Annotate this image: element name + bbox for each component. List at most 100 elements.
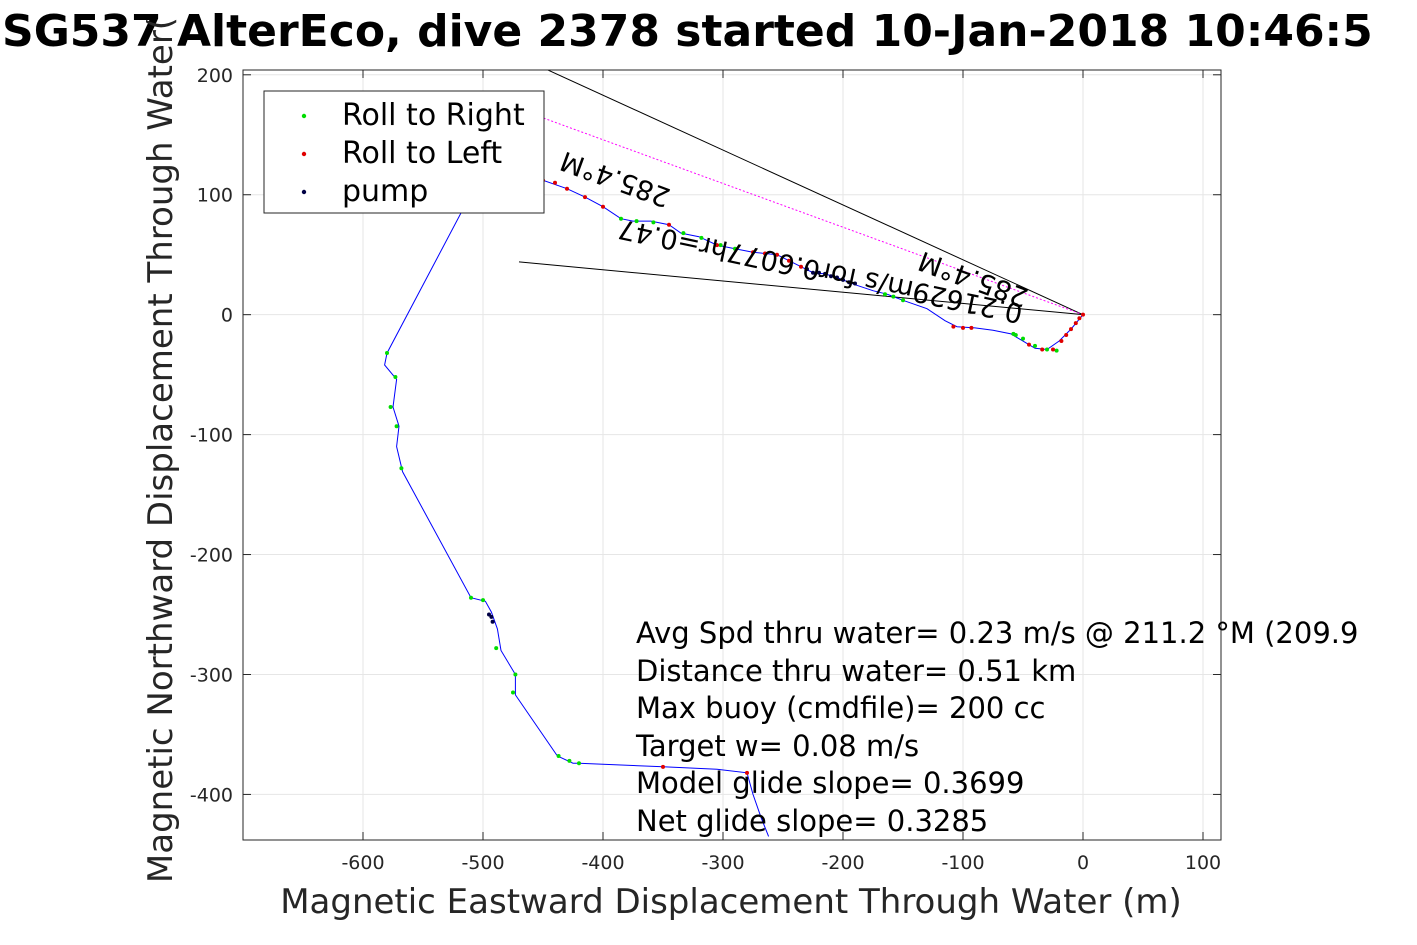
roll-left-point xyxy=(661,764,665,769)
x-tick-label: -400 xyxy=(581,852,624,874)
pump-point xyxy=(853,281,857,286)
roll-right-point xyxy=(393,375,398,380)
reference-lines xyxy=(506,70,1084,316)
roll-left-point xyxy=(787,258,791,263)
roll-left-point xyxy=(775,252,779,257)
roll-right-point xyxy=(481,598,485,603)
roll-right-point xyxy=(399,466,404,471)
roll-right-point xyxy=(494,646,499,651)
y-tick-label: 200 xyxy=(197,65,233,87)
roll-right-point xyxy=(891,294,896,299)
x-tick-label: -100 xyxy=(941,852,984,874)
roll-right-point xyxy=(511,690,515,695)
x-axis-ticks: -600 -500 -400 -300 -200 -100 0 100 xyxy=(341,70,1221,874)
roll-left-point xyxy=(751,250,755,255)
roll-left-point xyxy=(1081,312,1085,317)
x-tick-label: -500 xyxy=(461,852,504,874)
roll-right-point xyxy=(681,231,686,236)
legend-label-roll-left: Roll to Left xyxy=(342,136,502,171)
x-tick-label: -200 xyxy=(821,852,864,874)
roll-right-point xyxy=(718,243,723,248)
roll-right-point xyxy=(388,405,393,410)
roll-right-point xyxy=(556,754,561,759)
roll-left-point xyxy=(763,251,767,256)
roll-left-point xyxy=(1073,321,1078,326)
pump-point xyxy=(490,619,495,624)
stat-avg-speed: Avg Spd thru water= 0.23 m/s @ 211.2 °M … xyxy=(636,616,1358,650)
legend-label-pump: pump xyxy=(342,174,428,209)
y-axis-label: Magnetic Northward Displacement Through … xyxy=(141,17,181,883)
stat-distance: Distance thru water= 0.51 km xyxy=(636,654,1076,688)
y-axis-ticks: -400 -300 -200 -100 0 100 200 xyxy=(190,65,1221,806)
y-tick-label: -100 xyxy=(190,425,233,447)
roll-right-point xyxy=(901,298,905,303)
markers xyxy=(385,178,1085,775)
roll-left-point xyxy=(1051,347,1055,352)
dive-stats: Avg Spd thru water= 0.23 m/s @ 211.2 °M … xyxy=(635,616,1358,838)
roll-left-point xyxy=(799,264,803,269)
x-axis-label: Magnetic Eastward Displacement Through W… xyxy=(280,882,1182,922)
pump-point xyxy=(835,275,839,280)
roll-left-point xyxy=(565,186,569,191)
pump-point xyxy=(489,614,494,619)
pump-point xyxy=(817,270,821,275)
roll-left-point xyxy=(601,204,605,209)
legend-marker-roll-right xyxy=(301,113,307,119)
legend-box xyxy=(263,90,545,214)
legend-marker-roll-left xyxy=(301,151,307,157)
pump-point xyxy=(829,274,833,279)
roll-right-point xyxy=(1045,347,1049,352)
y-tick-label: 100 xyxy=(197,185,233,207)
stat-net-glide: Net glide slope= 0.3285 xyxy=(636,804,988,838)
roll-right-point xyxy=(733,246,737,251)
heading-line xyxy=(546,70,1084,316)
roll-left-point xyxy=(1027,342,1031,347)
y-tick-label: -300 xyxy=(190,664,233,686)
pump-point xyxy=(805,267,809,272)
roll-right-point xyxy=(634,219,639,224)
roll-right-point xyxy=(567,758,572,763)
pump-point xyxy=(823,271,827,276)
stat-max-buoy: Max buoy (cmdfile)= 200 cc xyxy=(636,691,1045,725)
x-tick-label: 0 xyxy=(1077,852,1089,874)
roll-left-point xyxy=(961,325,965,330)
roll-right-point xyxy=(385,351,389,356)
roll-right-point xyxy=(469,595,473,600)
roll-left-point xyxy=(553,180,557,185)
x-tick-label: 100 xyxy=(1185,852,1221,874)
roll-right-point xyxy=(699,235,704,240)
grid xyxy=(243,70,1221,840)
roll-left-point xyxy=(951,324,956,329)
roll-left-point xyxy=(667,222,671,227)
roll-right-point xyxy=(513,672,518,677)
legend: Roll to Right Roll to Left pump xyxy=(263,90,545,214)
pump-point xyxy=(811,270,815,275)
roll-left-point xyxy=(1077,316,1082,321)
roll-right-point xyxy=(883,292,887,297)
roll-left-point xyxy=(1059,339,1064,344)
roll-left-point xyxy=(1064,333,1069,338)
roll-left-point xyxy=(715,243,719,248)
roll-left-point xyxy=(745,770,749,775)
roll-right-point xyxy=(651,220,656,225)
roll-right-point xyxy=(394,424,399,429)
roll-right-point xyxy=(619,216,623,221)
roll-right-point xyxy=(577,761,581,766)
roll-right-point xyxy=(1011,331,1016,336)
y-tick-label: -200 xyxy=(190,545,233,567)
plot-area: 0.21629m/s for0.6077hr=0.47285.4°M285.4°… xyxy=(242,69,1222,841)
legend-label-roll-right: Roll to Right xyxy=(342,98,525,133)
roll-right-point xyxy=(1033,343,1037,348)
roll-left-point xyxy=(1040,347,1045,352)
legend-marker-pump xyxy=(301,189,307,195)
x-tick-label: -600 xyxy=(341,852,384,874)
y-tick-label: -400 xyxy=(190,784,233,806)
roll-left-point xyxy=(1069,327,1073,332)
roll-right-point xyxy=(1054,348,1059,353)
stat-target-w: Target w= 0.08 m/s xyxy=(635,729,919,763)
pump-point xyxy=(847,280,851,285)
plot-frame xyxy=(242,69,1222,841)
stat-model-glide: Model glide slope= 0.3699 xyxy=(636,766,1024,800)
roll-left-point xyxy=(583,195,587,200)
